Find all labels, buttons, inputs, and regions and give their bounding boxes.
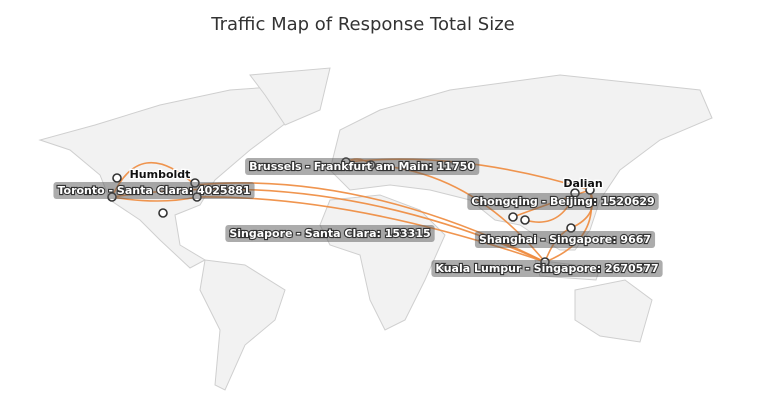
node [566, 223, 576, 233]
africa [319, 194, 446, 331]
place-label: Humboldt [130, 168, 191, 181]
australia [574, 279, 653, 343]
node [520, 215, 530, 225]
map-title: Traffic Map of Response Total Size [210, 14, 514, 35]
label-box [474, 231, 656, 248]
flow-label: Toronto - Santa Clara: 4025881 [57, 184, 250, 197]
label-box [53, 182, 255, 199]
labels: Brussels - Frankfurt am Main: 11750 Toro… [53, 158, 663, 277]
label-box [225, 225, 435, 242]
flow-label: Shanghai - Singapore: 9667 [479, 233, 651, 246]
node [508, 212, 518, 222]
label-box [431, 260, 663, 277]
eurasia [329, 74, 713, 251]
place-label: Dalian [563, 177, 602, 190]
flow-label: Singapore - Santa Clara: 153315 [229, 227, 430, 240]
flow-label: Kuala Lumpur - Singapore: 2670577 [435, 262, 658, 275]
node [158, 208, 168, 218]
label-box [245, 158, 480, 175]
node [112, 173, 122, 183]
south-america [199, 259, 286, 391]
flow-label: Brussels - Frankfurt am Main: 11750 [249, 160, 475, 173]
label-box [467, 193, 659, 210]
greenland [249, 67, 331, 126]
flow-label: Chongqing - Beijing: 1520629 [471, 195, 654, 208]
